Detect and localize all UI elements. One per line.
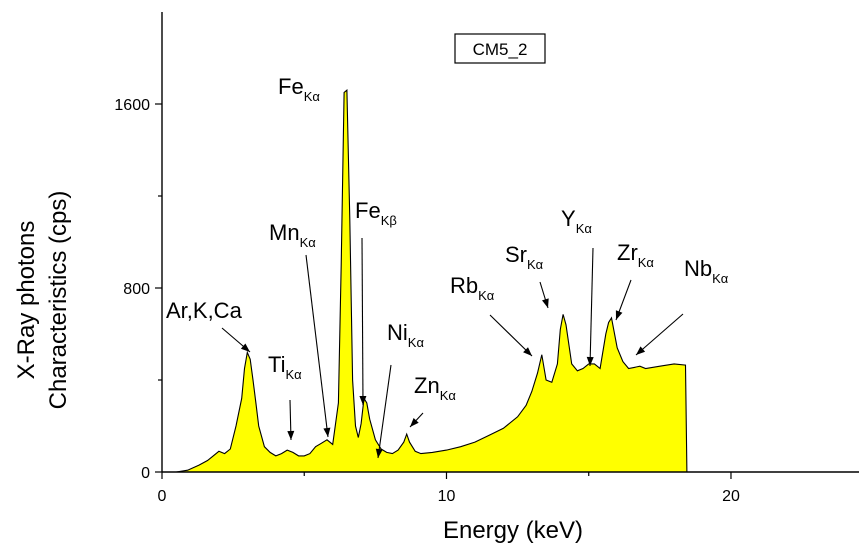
annotation-rb-7: RbKα: [450, 273, 533, 357]
annotation-nb-11: NbKα: [635, 256, 729, 356]
plot-area: [176, 89, 688, 473]
annotation-element: Zn: [414, 373, 440, 398]
arrowhead: [323, 427, 331, 437]
annotation-label: SrKα: [505, 242, 544, 272]
arrowhead: [287, 430, 295, 440]
annotation-line-subscript: Kα: [712, 271, 729, 286]
annotation-zr-10: ZrKα: [615, 240, 654, 321]
annotation-element: Y: [561, 206, 576, 231]
legend-box: [454, 33, 546, 64]
peak-annotations: Ar,K,CaTiKαMnKαFeKαFeKβNiKαZnKαRbKαSrKαY…: [166, 74, 729, 459]
legend-label: CM5_2: [473, 40, 528, 59]
annotation-fe-3: FeKα: [278, 74, 320, 104]
x-tick-label: 10: [438, 488, 456, 505]
arrowhead: [615, 310, 623, 320]
annotation-line-subscript: Kα: [527, 257, 544, 272]
axes: 0 800 1600 0 10 20: [114, 12, 859, 505]
annotation-label: Ar,K,Ca: [166, 298, 243, 323]
annotation-element: Ni: [387, 320, 408, 345]
annotation-y-9: YKα: [561, 206, 594, 367]
annotation-arrow: [377, 364, 392, 459]
annotation-ti-1: TiKα: [268, 352, 302, 441]
arrowhead: [410, 418, 419, 427]
annotation-line-subscript: Kα: [638, 255, 655, 270]
x-tick-label: 20: [722, 488, 740, 505]
arrowhead: [359, 396, 367, 405]
annotation-label: FeKα: [278, 74, 320, 104]
annotation-label: ZnKα: [414, 373, 456, 403]
annotation-label: ZrKα: [617, 240, 654, 270]
annotation-element: Ti: [268, 352, 286, 377]
annotation-arrow: [361, 237, 364, 406]
annotation-sr-8: SrKα: [505, 242, 549, 309]
annotation-arrow: [589, 247, 594, 367]
annotation-element: Mn: [269, 220, 300, 245]
annotation-line-subscript: Kα: [478, 288, 495, 303]
y-tick-label: 1600: [114, 97, 150, 114]
annotation-line-subscript: Kα: [440, 388, 457, 403]
annotation-arrow: [305, 254, 329, 438]
legend: CM5_2: [454, 33, 546, 64]
annotation-ar-k-ca: Ar,K,Ca: [166, 298, 251, 353]
annotation-line-subscript: Kα: [286, 367, 303, 382]
annotation-label: YKα: [561, 206, 592, 236]
annotation-element: Fe: [355, 198, 381, 223]
annotation-element: Zr: [617, 240, 638, 265]
annotation-ni-5: NiKα: [375, 320, 424, 459]
y-tick-label: 0: [141, 465, 150, 482]
arrowhead: [542, 298, 549, 308]
annotation-element: Fe: [278, 74, 304, 99]
annotation-element: Rb: [450, 273, 478, 298]
y-tick-label: 800: [123, 281, 150, 298]
annotation-label: MnKα: [269, 220, 316, 250]
annotation-line-subscript: Kα: [576, 221, 593, 236]
spectrum-line: [176, 89, 688, 473]
y-axis-title-line-2: Characteristics (cps): [45, 191, 72, 410]
annotation-zn-6: ZnKα: [409, 373, 456, 428]
annotation-fe-4: FeKβ: [355, 198, 397, 406]
annotation-label: NiKα: [387, 320, 424, 350]
x-tick-label: 0: [158, 488, 167, 505]
spectrum-fill: [176, 90, 687, 472]
annotation-line-subscript: Kα: [304, 89, 321, 104]
annotation-label: TiKα: [268, 352, 302, 382]
arrowhead: [636, 346, 646, 355]
annotation-element: Nb: [684, 256, 712, 281]
arrowhead: [523, 347, 532, 356]
annotation-line-subscript: Kα: [408, 335, 425, 350]
arrowhead: [586, 356, 594, 366]
arrowhead: [240, 343, 250, 352]
y-axis-title-line-1: X-Ray photons: [13, 221, 40, 380]
annotation-element: Ar,K,Ca: [166, 298, 243, 323]
annotation-line-subscript: Kβ: [381, 213, 397, 228]
annotation-label: NbKα: [684, 256, 729, 286]
annotation-line-subscript: Kα: [300, 235, 317, 250]
annotation-arrow: [635, 313, 684, 356]
annotation-element: Sr: [505, 242, 527, 267]
x-axis-title: Energy (keV): [443, 517, 583, 544]
annotation-mn-2: MnKα: [269, 220, 331, 438]
y-axis-title: X-Ray photons Characteristics (cps): [13, 191, 72, 410]
annotation-label: FeKβ: [355, 198, 397, 228]
arrowhead: [375, 448, 383, 458]
annotation-label: RbKα: [450, 273, 495, 303]
annotation-arrow: [489, 314, 533, 357]
